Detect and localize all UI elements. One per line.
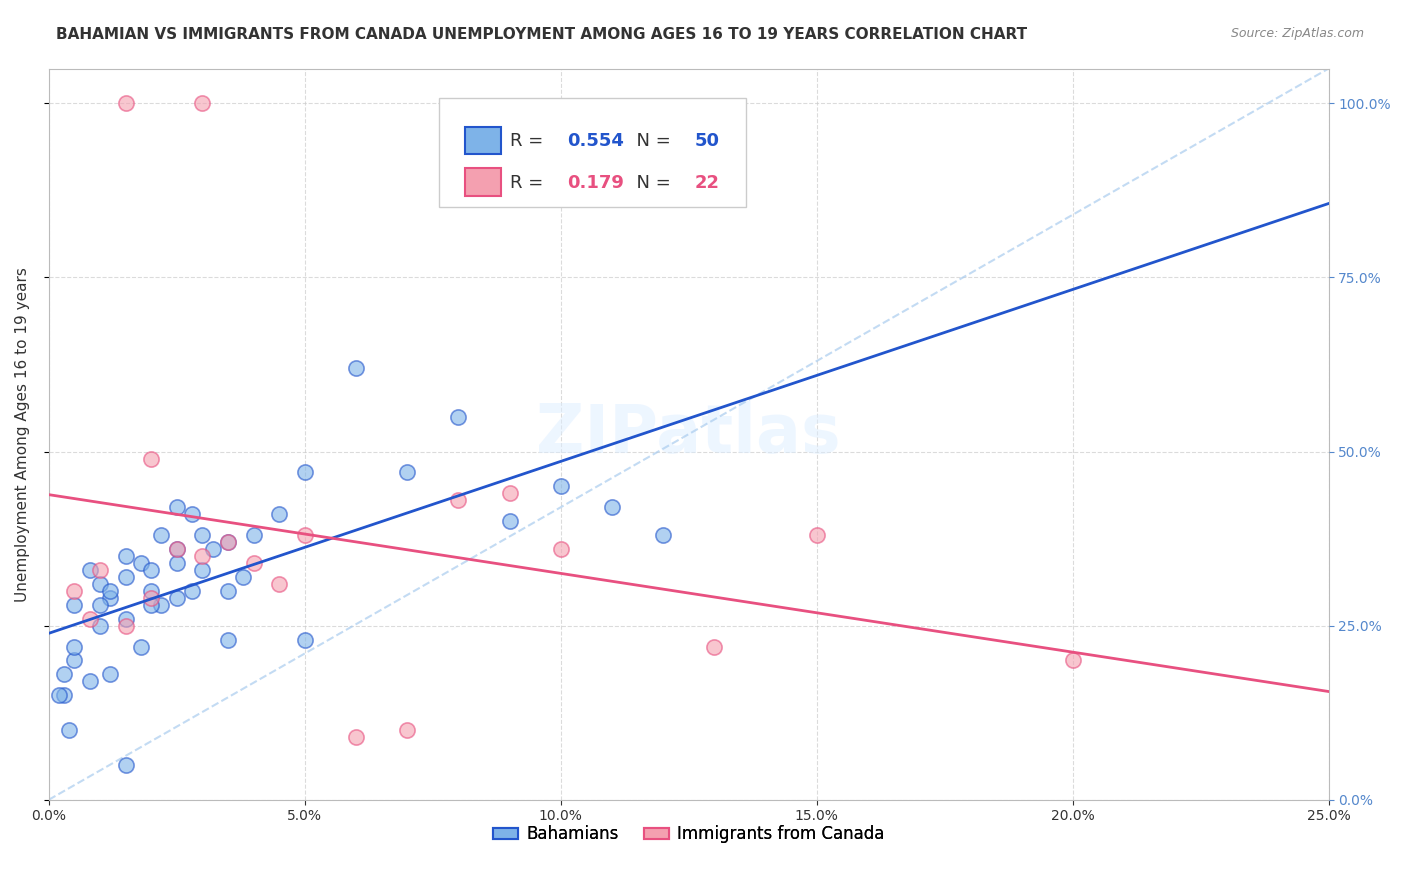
Point — [166, 542, 188, 557]
Point — [550, 479, 572, 493]
FancyBboxPatch shape — [439, 98, 747, 208]
Point — [217, 583, 239, 598]
Text: N =: N = — [624, 132, 676, 150]
Point — [294, 466, 316, 480]
Point — [129, 640, 152, 654]
Point — [114, 570, 136, 584]
Point — [89, 563, 111, 577]
Point — [98, 583, 121, 598]
Point — [498, 514, 520, 528]
Point — [344, 730, 367, 744]
Point — [550, 542, 572, 557]
Bar — [465, 169, 501, 196]
Point — [63, 640, 86, 654]
Text: 0.179: 0.179 — [567, 174, 624, 192]
Point — [396, 723, 419, 738]
Point — [150, 528, 173, 542]
Point — [1062, 653, 1084, 667]
Point — [181, 583, 204, 598]
Point — [396, 466, 419, 480]
Point — [114, 96, 136, 111]
Point — [447, 493, 470, 508]
Point — [447, 409, 470, 424]
Point — [217, 535, 239, 549]
Point — [139, 451, 162, 466]
Point — [53, 688, 76, 702]
Point — [498, 486, 520, 500]
Point — [217, 535, 239, 549]
Point — [79, 563, 101, 577]
Text: R =: R = — [509, 132, 548, 150]
Point — [201, 542, 224, 557]
Y-axis label: Unemployment Among Ages 16 to 19 years: Unemployment Among Ages 16 to 19 years — [15, 267, 30, 601]
Point — [217, 632, 239, 647]
Point — [63, 653, 86, 667]
Point — [89, 598, 111, 612]
Point — [600, 500, 623, 515]
Text: 0.554: 0.554 — [567, 132, 624, 150]
Point — [191, 563, 214, 577]
Point — [48, 688, 70, 702]
Point — [806, 528, 828, 542]
Point — [89, 618, 111, 632]
Point — [58, 723, 80, 738]
Point — [191, 528, 214, 542]
Text: Source: ZipAtlas.com: Source: ZipAtlas.com — [1230, 27, 1364, 40]
Point — [129, 556, 152, 570]
Text: ZIPatlas: ZIPatlas — [536, 401, 841, 467]
Text: 50: 50 — [695, 132, 720, 150]
Point — [166, 556, 188, 570]
Point — [114, 612, 136, 626]
Bar — [465, 127, 501, 154]
Text: R =: R = — [509, 174, 548, 192]
Point — [181, 507, 204, 521]
Point — [269, 507, 291, 521]
Point — [139, 598, 162, 612]
Point — [344, 361, 367, 376]
Point — [139, 591, 162, 605]
Point — [139, 563, 162, 577]
Point — [242, 556, 264, 570]
Point — [269, 577, 291, 591]
Legend: Bahamians, Immigrants from Canada: Bahamians, Immigrants from Canada — [486, 819, 891, 850]
Text: BAHAMIAN VS IMMIGRANTS FROM CANADA UNEMPLOYMENT AMONG AGES 16 TO 19 YEARS CORREL: BAHAMIAN VS IMMIGRANTS FROM CANADA UNEMP… — [56, 27, 1028, 42]
Point — [242, 528, 264, 542]
Point — [150, 598, 173, 612]
Point — [191, 96, 214, 111]
Point — [114, 758, 136, 772]
Point — [166, 542, 188, 557]
Point — [166, 591, 188, 605]
Point — [652, 528, 675, 542]
Point — [114, 549, 136, 563]
Point — [114, 618, 136, 632]
Point — [98, 591, 121, 605]
Point — [191, 549, 214, 563]
Point — [89, 577, 111, 591]
Point — [63, 598, 86, 612]
Point — [294, 528, 316, 542]
Point — [53, 667, 76, 681]
Point — [98, 667, 121, 681]
Point — [79, 612, 101, 626]
Text: N =: N = — [624, 174, 676, 192]
Point — [63, 583, 86, 598]
Text: 22: 22 — [695, 174, 720, 192]
Point — [232, 570, 254, 584]
Point — [79, 674, 101, 689]
Point — [166, 500, 188, 515]
Point — [703, 640, 725, 654]
Point — [294, 632, 316, 647]
Point — [139, 583, 162, 598]
